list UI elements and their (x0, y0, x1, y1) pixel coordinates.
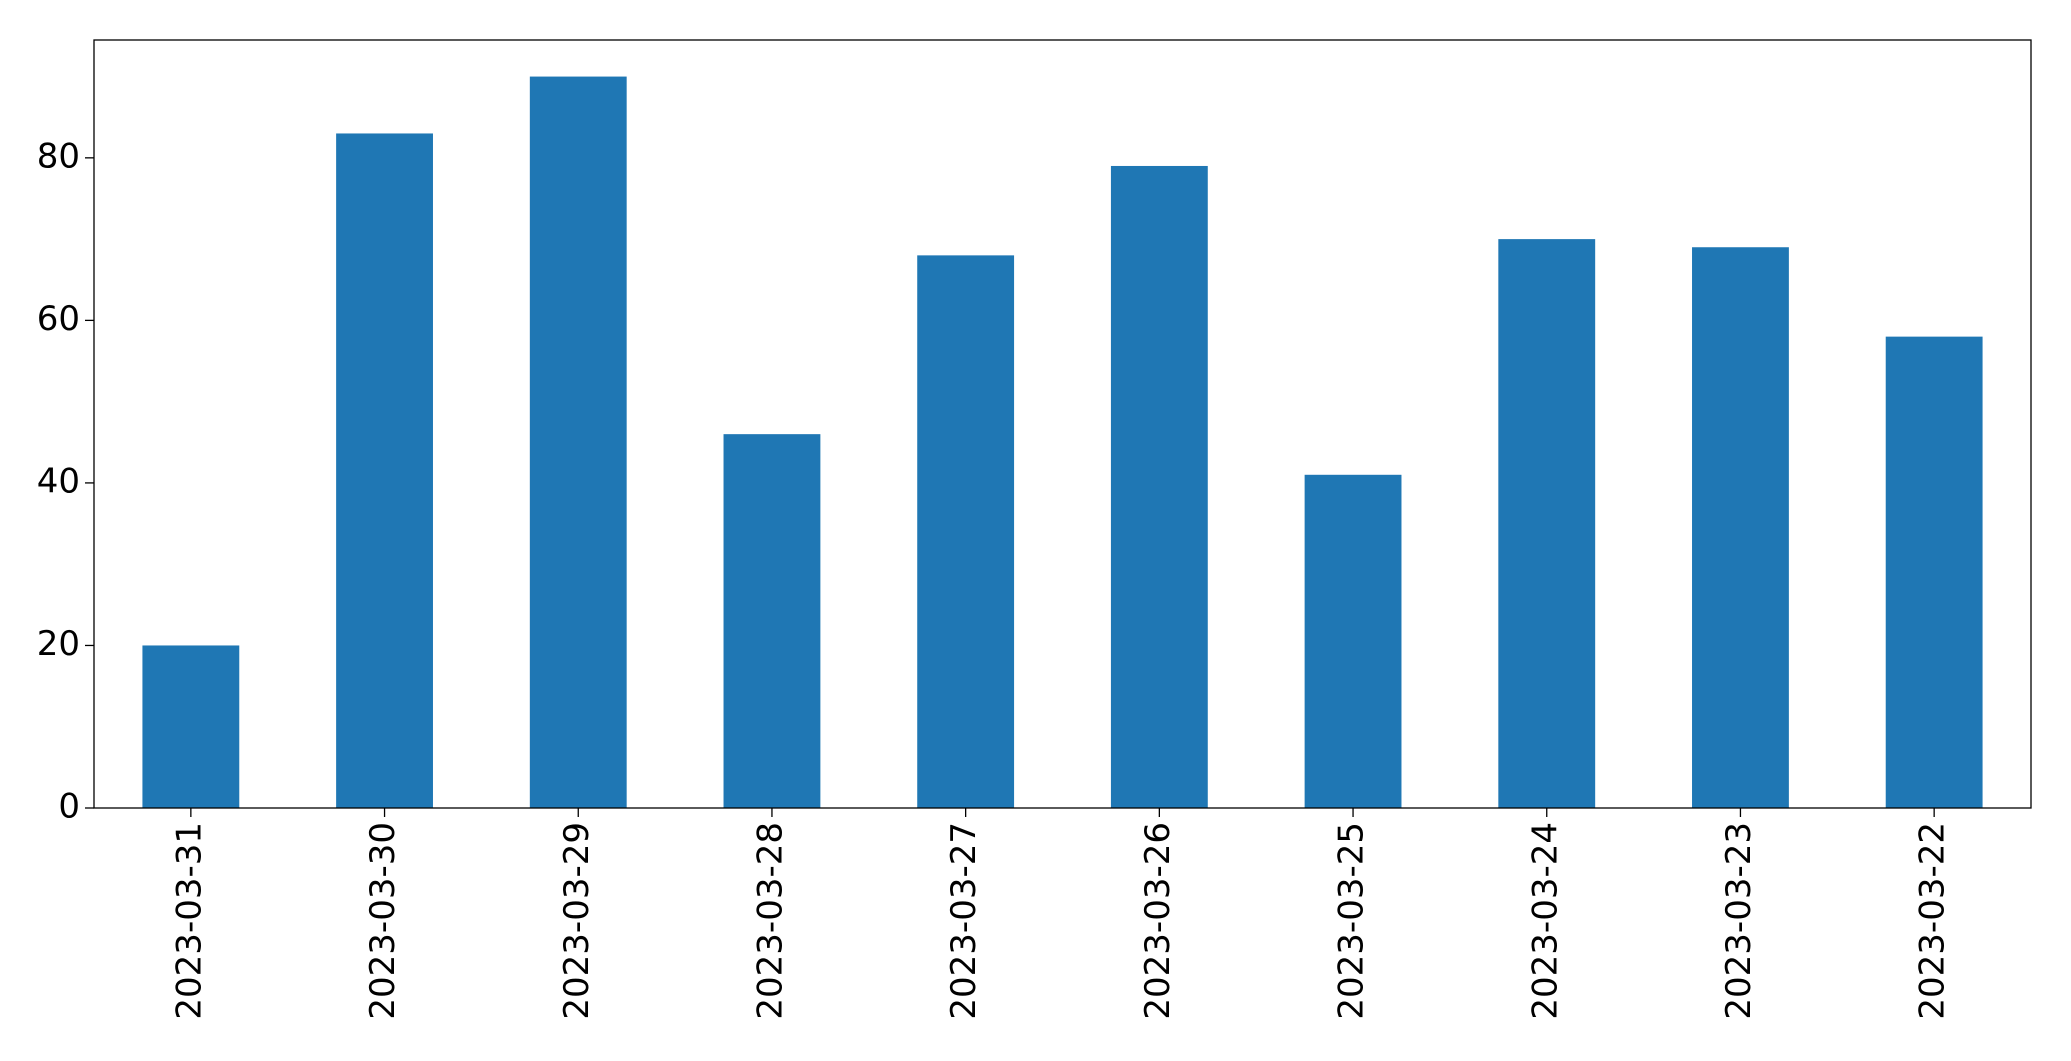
bar (336, 133, 433, 808)
x-tick-label: 2023-03-22 (1913, 822, 1953, 1020)
bar (917, 255, 1015, 808)
x-tick-label: 2023-03-28 (750, 822, 790, 1020)
y-tick-label: 80 (37, 136, 80, 176)
bar (1304, 474, 1402, 808)
y-tick-label: 40 (37, 461, 80, 501)
bar (1498, 239, 1596, 809)
y-tick-label: 0 (58, 787, 80, 827)
bar (142, 645, 240, 808)
x-tick-label: 2023-03-30 (363, 822, 403, 1020)
x-tick-label: 2023-03-24 (1525, 822, 1565, 1020)
bar (529, 76, 627, 809)
y-tick-label: 20 (37, 624, 80, 664)
bar (1692, 247, 1789, 808)
x-tick-label: 2023-03-23 (1719, 822, 1759, 1020)
x-tick-label: 2023-03-25 (1332, 822, 1372, 1020)
x-tick-label: 2023-03-29 (557, 822, 597, 1020)
x-tick-label: 2023-03-27 (944, 822, 984, 1020)
plot-frame (93, 39, 2032, 809)
x-tick-label: 2023-03-31 (169, 822, 209, 1020)
y-tick-label: 60 (37, 299, 80, 339)
bar (723, 434, 821, 808)
bar (1885, 336, 1983, 808)
x-tick-label: 2023-03-26 (1138, 822, 1178, 1020)
bar (1110, 165, 1208, 808)
